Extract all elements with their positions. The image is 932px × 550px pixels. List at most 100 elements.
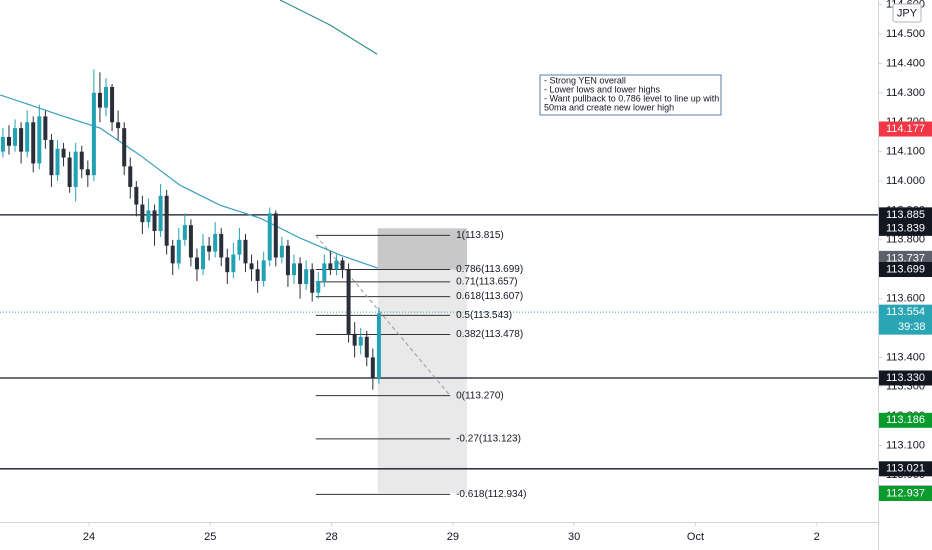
price-badge-label: 113.330 (886, 372, 925, 384)
y-tick-label: 114.300 (886, 87, 925, 99)
price-badge (879, 262, 932, 278)
candle-body (0, 136, 5, 152)
candle-body (364, 336, 369, 358)
candle-body (310, 269, 315, 293)
candle-body (19, 128, 24, 152)
candle-body (352, 333, 357, 346)
candle-body (243, 239, 248, 264)
candle-body (6, 136, 11, 146)
note-line: - Strong YEN overall (544, 75, 626, 85)
candle-body (298, 263, 303, 284)
fib-label: 0.5(113.543) (456, 310, 512, 321)
candle-body (43, 116, 48, 140)
candle-body (255, 269, 260, 281)
fib-label: 0.382(113.478) (456, 329, 523, 340)
candle-body (31, 122, 36, 164)
price-badge (879, 207, 932, 223)
candle-body (267, 213, 272, 261)
candle-body (334, 260, 339, 270)
candle-body (146, 210, 151, 223)
candle-body (322, 263, 327, 281)
candle-body (304, 269, 309, 284)
candle-body (152, 210, 157, 232)
x-tick-label: Oct (687, 531, 704, 543)
candle-body (176, 239, 181, 264)
candle-body (128, 166, 133, 187)
candle-body (194, 257, 199, 270)
price-badge-label: 113.839 (886, 222, 925, 234)
candle-body (328, 263, 333, 270)
note-line: - Want pullback to 0.786 level to line u… (544, 93, 719, 103)
y-tick-label: 114.000 (886, 175, 925, 187)
candle-body (49, 139, 54, 176)
candle-body (164, 195, 169, 246)
candle-body (25, 122, 30, 152)
price-badge (879, 220, 932, 236)
candle-body (104, 87, 109, 108)
price-badge-label: 113.737 (886, 252, 925, 264)
currency-box (892, 3, 922, 23)
candle-body (79, 151, 84, 170)
candle-body (340, 260, 345, 270)
candle-body (261, 260, 266, 281)
candle-body (213, 233, 218, 252)
fib-label: 0(113.270) (456, 390, 504, 401)
candle-body (116, 122, 121, 129)
moving-average (0, 94, 378, 269)
note-box (539, 74, 722, 116)
position-risk (377, 228, 467, 270)
candle-body (61, 148, 66, 158)
candle-body (122, 128, 127, 167)
candle-body (249, 263, 254, 270)
candle-body (346, 269, 351, 334)
price-badge (879, 485, 932, 501)
y-tick-label: 114.500 (886, 28, 925, 40)
x-tick-label: 24 (83, 531, 95, 543)
currency: JPY (897, 7, 918, 19)
candle-body (91, 92, 96, 176)
y-tick-label: 114.400 (886, 57, 925, 69)
countdown: 39:38 (898, 321, 926, 333)
moving-average (279, 0, 378, 55)
price-badge-label: 114.177 (886, 123, 925, 135)
y-tick-label: 113.800 (886, 234, 925, 246)
price-badge-label: 112.937 (886, 487, 925, 499)
candle-body (225, 257, 230, 273)
candle-body (237, 239, 242, 255)
price-badge (879, 412, 932, 428)
candle-body (13, 128, 18, 146)
candle-body (170, 245, 175, 264)
price-badge-label: 113.186 (886, 414, 925, 426)
candle-body (97, 92, 102, 108)
candle-body (37, 116, 42, 164)
candle-body (207, 245, 212, 252)
fib-label: 0.618(113.607) (456, 291, 523, 302)
candle-body (188, 225, 193, 258)
note-line: 50ma and create new lower high (544, 102, 674, 112)
x-tick-label: 30 (568, 531, 580, 543)
candle-body (201, 245, 206, 270)
x-tick-label: 25 (204, 531, 216, 543)
price-badge (879, 370, 932, 386)
candle-body (370, 357, 375, 378)
candle-body (285, 245, 290, 276)
y-tick-label: 113.600 (886, 293, 925, 305)
price-badge-label: 113.554 (886, 306, 925, 318)
note-line: - Lower lows and lower highs (544, 84, 661, 94)
fib-label: 0.786(113.699) (456, 264, 523, 275)
candle-body (85, 169, 90, 176)
candle-body (292, 263, 297, 276)
fib-label: -0.618(112.934) (456, 489, 526, 500)
price-badge-label: 113.885 (886, 209, 925, 221)
y-tick-label: 113.100 (886, 439, 925, 451)
candle-body (316, 280, 321, 293)
candle-body (231, 254, 236, 273)
x-tick-label: 29 (447, 531, 459, 543)
y-tick-label: 113.400 (886, 351, 925, 363)
candle-body (219, 233, 224, 258)
price-badge (879, 121, 932, 137)
candle-body (67, 157, 72, 187)
price-badge (879, 461, 932, 477)
candle-body (182, 225, 187, 240)
